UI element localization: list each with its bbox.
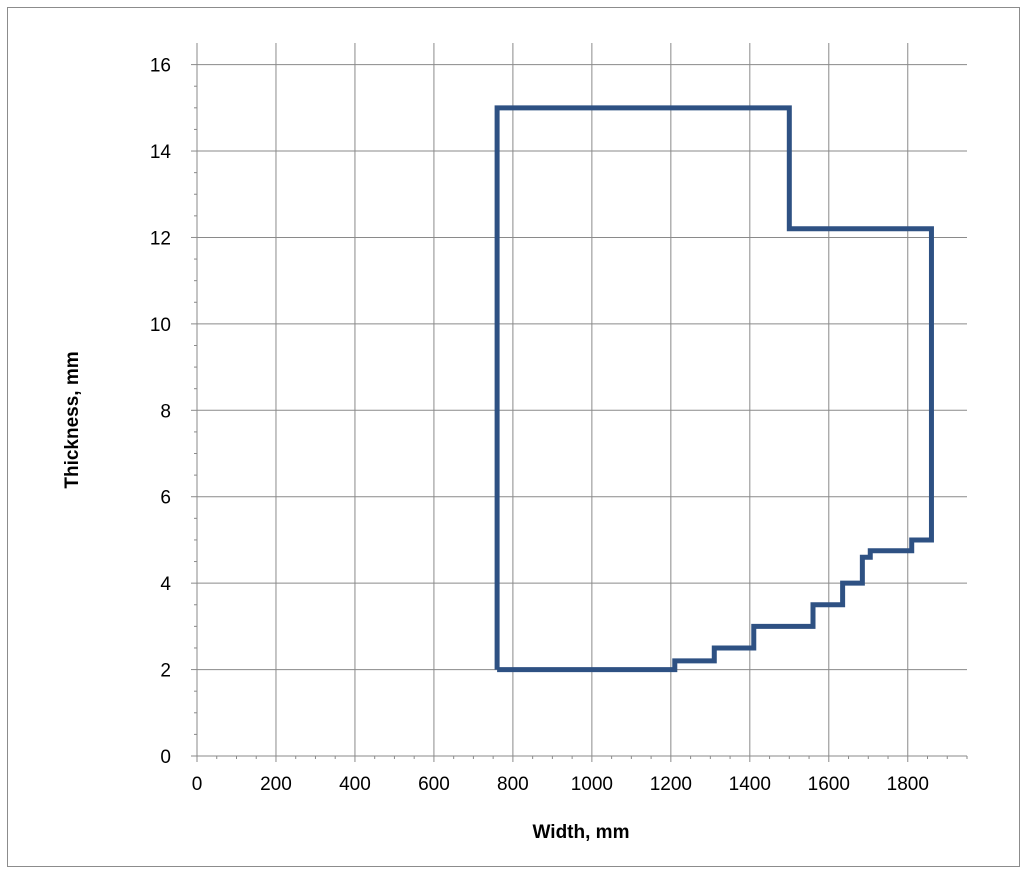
x-tick-label: 800 [497,774,529,795]
x-tick-label: 600 [418,774,450,795]
x-tick-label: 400 [339,774,371,795]
series-layer [494,105,934,673]
grid-layer [197,43,967,756]
y-tick-label: 4 [160,574,171,595]
y-tick-label: 16 [150,56,171,77]
chart-frame [7,7,1020,867]
y-tick-label: 6 [160,488,171,509]
series-line-1 [494,105,934,673]
y-tick-label: 10 [150,315,171,336]
x-axis-title: Width, mm [533,822,630,843]
x-tick-label: 1600 [808,774,850,795]
axis-layer [191,43,968,762]
label-layer: 0 200 400 600 800 1000 1200 1400 1600 1800 0 2 4 6 8 10… [150,56,929,795]
y-tick-label: 12 [150,228,171,249]
x-tick-label: 1800 [887,774,929,795]
y-tick-label: 14 [150,142,172,163]
y-tick-label: 0 [160,747,171,768]
x-tick-label: 1200 [650,774,692,795]
x-tick-label: 200 [260,774,292,795]
y-tick-label: 8 [160,401,171,422]
x-tick-label: 1000 [571,774,613,795]
y-tick-label: 2 [160,661,171,682]
y-axis-title: Thickness, mm [62,351,83,488]
x-tick-label: 0 [192,774,203,795]
x-tick-label: 1400 [729,774,771,795]
